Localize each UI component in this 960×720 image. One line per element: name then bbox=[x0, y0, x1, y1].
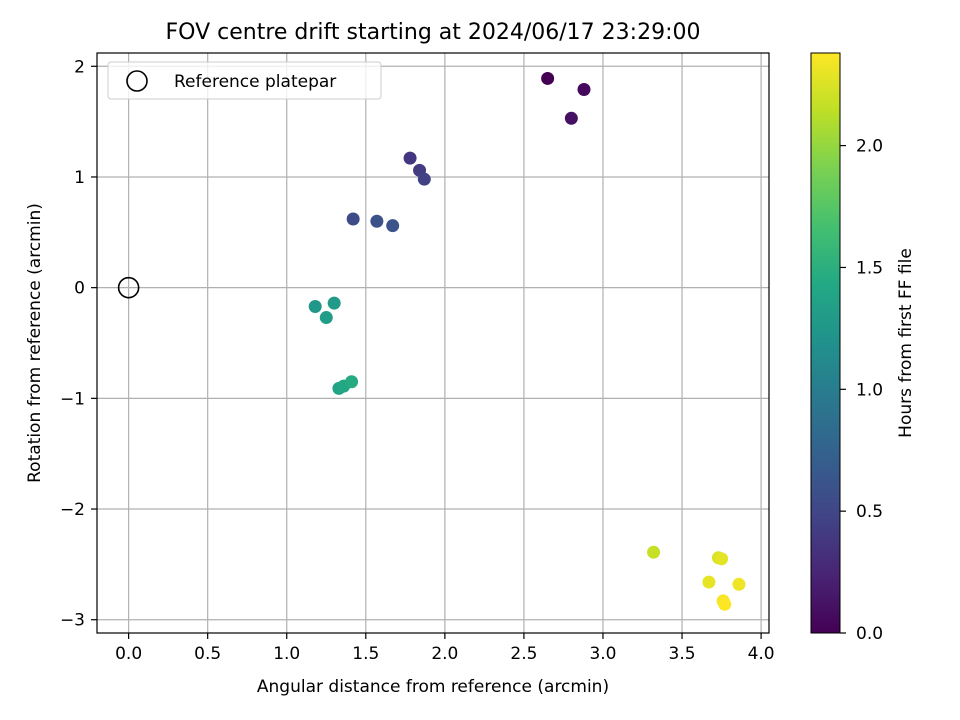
x-tick-label: 3.5 bbox=[669, 644, 696, 664]
x-axis-ticks: 0.0 0.5 1.0 1.5 2.0 2.5 3.0 3.5 4.0 bbox=[115, 633, 775, 664]
y-tick-label: 1 bbox=[74, 168, 85, 188]
data-point bbox=[732, 577, 746, 591]
x-tick-label: 1.0 bbox=[273, 644, 300, 664]
x-tick-label: 3.0 bbox=[589, 644, 616, 664]
y-axis-label: Rotation from reference (arcmin) bbox=[25, 203, 45, 483]
colorbar-tick-label: 0.0 bbox=[856, 624, 883, 644]
y-tick-label: −1 bbox=[60, 389, 85, 409]
data-point bbox=[647, 545, 661, 559]
data-point bbox=[702, 575, 716, 589]
data-point bbox=[346, 212, 360, 226]
legend-box bbox=[107, 61, 382, 100]
grid bbox=[97, 53, 769, 633]
chart-title: FOV centre drift starting at 2024/06/17 … bbox=[166, 20, 701, 45]
x-tick-label: 1.5 bbox=[352, 644, 379, 664]
x-tick-label: 2.5 bbox=[510, 644, 537, 664]
data-point bbox=[386, 219, 400, 233]
data-point bbox=[715, 552, 729, 566]
x-tick-label: 4.0 bbox=[748, 644, 775, 664]
data-point bbox=[417, 172, 431, 186]
x-tick-label: 2.0 bbox=[431, 644, 458, 664]
colorbar-tick-label: 0.5 bbox=[856, 502, 883, 522]
y-tick-label: 2 bbox=[74, 57, 85, 77]
colorbar-tick-label: 1.0 bbox=[856, 380, 883, 400]
data-point bbox=[718, 597, 732, 611]
x-tick-label: 0.0 bbox=[115, 644, 142, 664]
y-tick-label: −2 bbox=[60, 500, 85, 520]
y-axis-ticks: −3 −2 −1 0 1 2 bbox=[60, 57, 97, 631]
data-point bbox=[564, 111, 578, 125]
data-point bbox=[327, 296, 341, 310]
data-point bbox=[319, 311, 333, 325]
data-point bbox=[403, 151, 417, 165]
legend: Reference platepar bbox=[107, 61, 382, 100]
legend-reference-marker bbox=[126, 70, 148, 92]
colorbar bbox=[810, 52, 841, 634]
data-point bbox=[345, 375, 359, 389]
data-point bbox=[308, 299, 322, 313]
colorbar-tick-label: 1.5 bbox=[856, 258, 883, 278]
colorbar-tick-label: 2.0 bbox=[856, 137, 883, 157]
data-point bbox=[370, 214, 384, 228]
x-axis-label: Angular distance from reference (arcmin) bbox=[257, 677, 609, 697]
data-points bbox=[308, 71, 746, 611]
legend-label: Reference platepar bbox=[174, 72, 336, 92]
reference-marker-layer bbox=[117, 276, 140, 299]
colorbar-ticks: 0.0 0.5 1.0 1.5 2.0 bbox=[840, 137, 883, 644]
y-tick-label: 0 bbox=[74, 279, 85, 299]
y-tick-label: −3 bbox=[60, 611, 85, 631]
colorbar-label: Hours from first FF file bbox=[896, 248, 916, 438]
data-point bbox=[577, 83, 591, 97]
x-tick-label: 0.5 bbox=[194, 644, 221, 664]
data-point bbox=[541, 71, 555, 85]
plot-frame bbox=[96, 52, 770, 634]
reference-platepar-marker bbox=[117, 276, 140, 299]
